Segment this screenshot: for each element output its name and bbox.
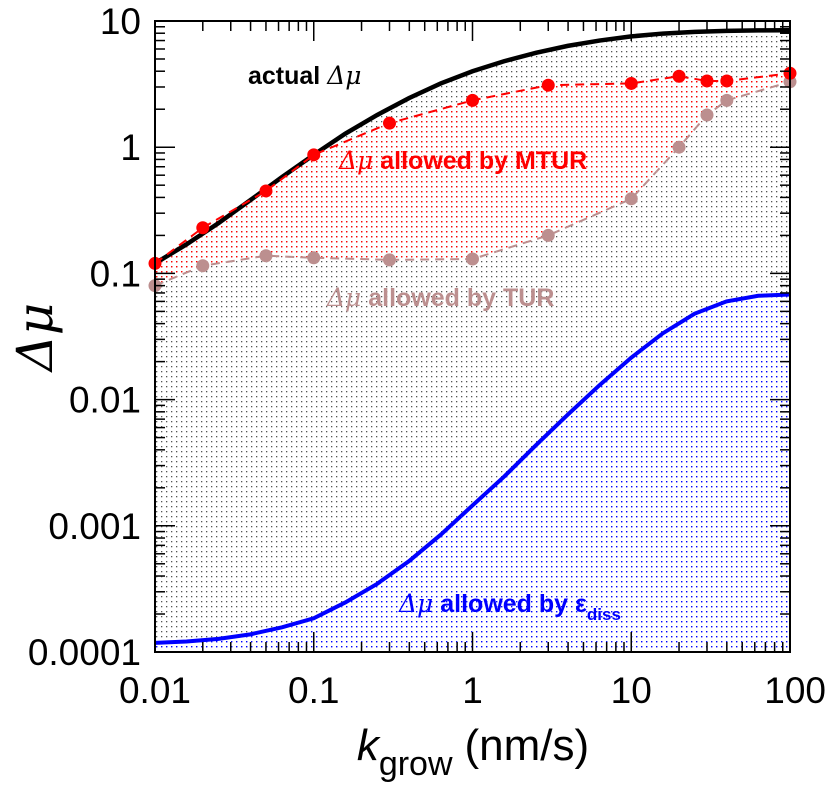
region-fills	[155, 30, 790, 652]
x-tick-label: 0.01	[119, 670, 191, 711]
data-point-tur	[259, 249, 273, 263]
annotation-delta-mu: Δμ	[338, 146, 373, 175]
data-point-tur	[541, 228, 555, 242]
y-tick-label: 0.0001	[28, 632, 141, 673]
annotation-tur: Δμ allowed by TUR	[326, 283, 554, 312]
annotation-prefix: actual	[248, 62, 327, 90]
annotation-suffix: allowed by MTUR	[373, 147, 587, 175]
x-tick-label: 1	[462, 670, 483, 711]
annotation-subscript: diss	[587, 605, 621, 624]
x-tick-label: 0.1	[288, 670, 339, 711]
annotation-diss: Δμ allowed by εdiss	[398, 589, 621, 624]
data-point-mtur	[700, 74, 714, 88]
y-tick-label: 1	[120, 127, 141, 168]
annotation-delta-mu: Δμ	[326, 61, 361, 90]
data-point-tur	[720, 93, 734, 107]
data-point-mtur	[259, 184, 273, 198]
series-line-diss	[155, 292, 790, 645]
x-axis-title-units: (nm/s)	[465, 721, 590, 770]
data-point-mtur	[307, 148, 321, 162]
data-point-mtur	[196, 221, 210, 235]
x-tick-label: 100	[764, 670, 826, 711]
y-tick-label: 0.1	[90, 253, 141, 294]
x-axis-title-subscript: grow	[379, 745, 453, 783]
data-point-tur	[382, 253, 396, 267]
region-fill-mtur	[155, 73, 790, 286]
data-point-mtur	[382, 116, 396, 130]
axes: 0.01 0.1 1 10 100 0.0001 0.001 0.01 0.1 1 10	[28, 1, 826, 711]
x-tick-label: 10	[611, 670, 652, 711]
x-axis-title: kgrow (nm/s)	[357, 721, 589, 783]
data-point-tur	[466, 252, 479, 266]
data-point-tur	[672, 140, 686, 154]
series-line-tur	[155, 80, 790, 287]
annotation-suffix: allowed by ε	[433, 590, 587, 618]
data-point-mtur	[720, 74, 734, 88]
y-tick-label: 0.001	[48, 506, 141, 547]
y-axis-title: Δμ	[6, 303, 64, 374]
data-point-tur	[700, 108, 714, 122]
region-fill-diss	[155, 294, 790, 652]
annotation-suffix: allowed by TUR	[361, 284, 554, 312]
marker-layer	[148, 66, 797, 293]
data-point-mtur	[541, 78, 555, 92]
data-point-mtur	[466, 93, 479, 107]
y-tick-label: 0.01	[69, 380, 141, 421]
data-point-mtur	[624, 76, 638, 90]
data-point-tur	[196, 259, 210, 273]
data-point-mtur	[672, 69, 686, 83]
y-tick-label: 10	[100, 1, 141, 42]
x-axis-title-main: k	[357, 721, 381, 770]
annotation-delta-mu: Δμ	[398, 589, 433, 618]
annotation-delta-mu: Δμ	[326, 283, 361, 312]
data-point-tur	[307, 251, 321, 265]
annotation-actual: actual Δμ	[248, 61, 362, 90]
data-point-tur	[624, 192, 638, 206]
annotation-mtur: Δμ allowed by MTUR	[338, 146, 587, 175]
